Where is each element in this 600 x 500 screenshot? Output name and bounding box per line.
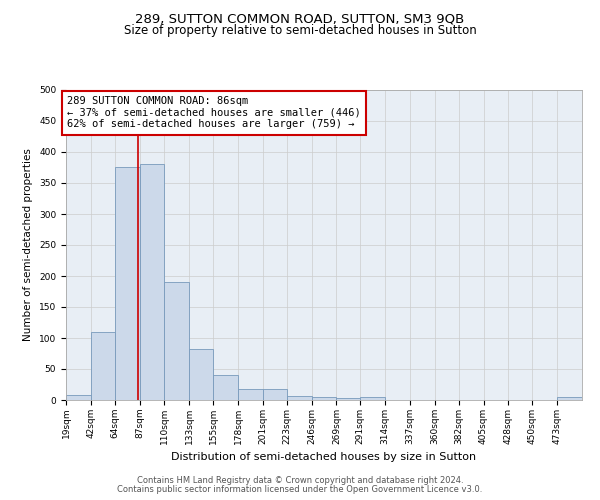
Text: Size of property relative to semi-detached houses in Sutton: Size of property relative to semi-detach… [124, 24, 476, 37]
Bar [238, 389, 263, 400]
Bar [360, 397, 385, 400]
Text: 289, SUTTON COMMON ROAD, SUTTON, SM3 9QB: 289, SUTTON COMMON ROAD, SUTTON, SM3 9QB [136, 12, 464, 26]
Bar [140, 164, 164, 400]
X-axis label: Distribution of semi-detached houses by size in Sutton: Distribution of semi-detached houses by … [172, 452, 476, 462]
Bar [164, 282, 190, 400]
Bar [263, 389, 287, 400]
Bar [311, 397, 337, 400]
Text: Contains public sector information licensed under the Open Government Licence v3: Contains public sector information licen… [118, 485, 482, 494]
Bar [557, 397, 582, 400]
Bar [190, 348, 213, 400]
Bar [287, 396, 311, 400]
Bar [91, 332, 115, 400]
Text: 289 SUTTON COMMON ROAD: 86sqm
← 37% of semi-detached houses are smaller (446)
62: 289 SUTTON COMMON ROAD: 86sqm ← 37% of s… [67, 96, 361, 130]
Bar [213, 375, 238, 400]
Bar [337, 398, 360, 400]
Bar [115, 168, 140, 400]
Bar [66, 395, 91, 400]
Y-axis label: Number of semi-detached properties: Number of semi-detached properties [23, 148, 34, 342]
Text: Contains HM Land Registry data © Crown copyright and database right 2024.: Contains HM Land Registry data © Crown c… [137, 476, 463, 485]
